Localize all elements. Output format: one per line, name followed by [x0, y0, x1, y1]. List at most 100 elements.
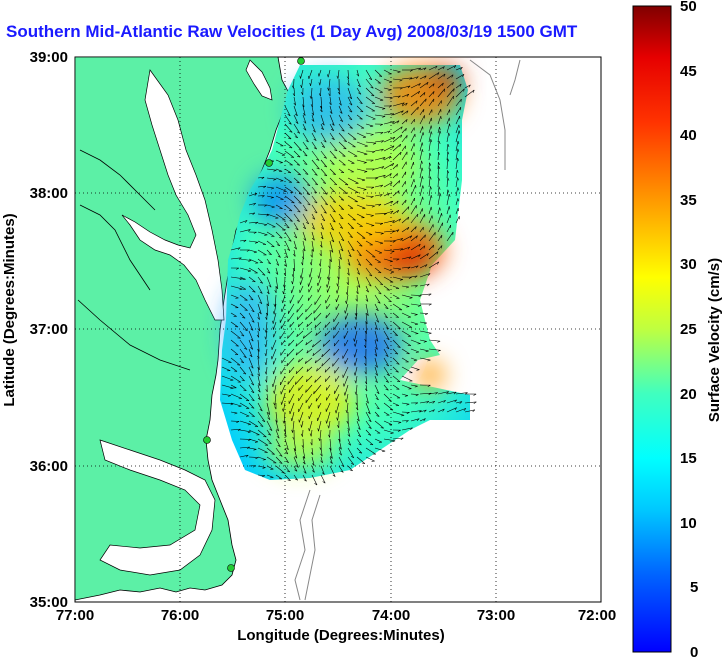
- velocity-arrow-head: [437, 350, 441, 352]
- velocity-arrow-head: [400, 437, 404, 440]
- velocity-arrow: [410, 294, 422, 296]
- velocity-arrow-head: [333, 183, 337, 186]
- velocity-arrow: [401, 420, 409, 422]
- velocity-arrow-head: [430, 195, 433, 199]
- velocity-arrow-head: [415, 394, 419, 397]
- velocity-arrow-head: [426, 401, 430, 404]
- velocity-arrow: [305, 393, 313, 403]
- velocity-arrow: [295, 375, 304, 385]
- velocity-arrow: [347, 105, 353, 113]
- velocity-arrow: [326, 276, 331, 288]
- velocity-arrow: [289, 321, 295, 328]
- velocity-arrow-head: [254, 193, 258, 196]
- velocity-arrow-head: [294, 113, 298, 117]
- velocity-arrow: [275, 447, 283, 457]
- velocity-arrow: [365, 69, 373, 80]
- velocity-arrow-head: [272, 320, 274, 324]
- velocity-arrow-head: [327, 74, 329, 78]
- velocity-arrow-head: [288, 369, 291, 373]
- velocity-arrow-head: [425, 350, 429, 352]
- velocity-arrow: [329, 222, 334, 231]
- velocity-arrow: [312, 348, 322, 357]
- velocity-arrow: [342, 366, 349, 378]
- velocity-arrow: [365, 195, 374, 197]
- velocity-arrow-head: [439, 130, 442, 134]
- velocity-arrow-head: [316, 158, 320, 161]
- velocity-arrow: [419, 160, 422, 170]
- velocity-arrow: [383, 121, 395, 125]
- velocity-arrow: [437, 73, 446, 80]
- velocity-arrow-head: [400, 134, 403, 138]
- velocity-arrow: [239, 357, 245, 364]
- velocity-arrow: [320, 159, 328, 168]
- velocity-arrow: [392, 120, 400, 125]
- velocity-arrow: [266, 204, 275, 208]
- velocity-arrow: [401, 216, 409, 224]
- velocity-arrow-head: [313, 130, 316, 133]
- velocity-arrow-head: [356, 418, 360, 422]
- velocity-arrow-head: [347, 263, 351, 266]
- velocity-arrow-head: [297, 210, 301, 213]
- velocity-arrow: [356, 177, 366, 181]
- velocity-arrow-head: [386, 374, 390, 376]
- velocity-arrow: [374, 303, 379, 311]
- velocity-arrow-head: [426, 283, 430, 287]
- velocity-arrow: [401, 375, 413, 382]
- velocity-arrow: [374, 184, 383, 188]
- velocity-vectors: [221, 65, 477, 486]
- velocity-arrow: [289, 402, 295, 415]
- velocity-arrow-head: [332, 220, 336, 223]
- velocity-arrow: [344, 357, 349, 364]
- velocity-arrow-head: [261, 475, 266, 478]
- velocity-arrow-head: [424, 313, 428, 316]
- velocity-arrow-head: [279, 237, 283, 239]
- velocity-arrow: [374, 375, 378, 383]
- velocity-arrow-head: [397, 346, 401, 348]
- x-axis-label: Longitude (Degrees:Minutes): [237, 627, 445, 644]
- velocity-arrow-head: [323, 174, 328, 177]
- velocity-arrow-head: [301, 92, 304, 96]
- velocity-arrow: [311, 186, 318, 194]
- velocity-arrow-head: [397, 429, 401, 432]
- velocity-arrow: [374, 105, 386, 109]
- velocity-arrow: [437, 130, 441, 143]
- velocity-arrow: [383, 348, 389, 357]
- velocity-arrow-head: [257, 397, 261, 401]
- velocity-arrow-head: [340, 199, 344, 201]
- velocity-arrow-head: [378, 292, 382, 295]
- velocity-arrow: [332, 357, 340, 367]
- velocity-arrow: [347, 222, 354, 229]
- velocity-arrow: [311, 447, 314, 455]
- velocity-arrow-head: [340, 470, 344, 473]
- velocity-arrow-head: [358, 434, 361, 438]
- velocity-arrow-head: [385, 380, 389, 383]
- velocity-arrow-head: [321, 472, 325, 475]
- velocity-arrow-head: [298, 323, 300, 327]
- velocity-arrow: [392, 330, 398, 336]
- velocity-arrow: [338, 132, 347, 142]
- velocity-arrow: [221, 393, 231, 396]
- velocity-arrow-head: [418, 67, 421, 71]
- velocity-arrow: [419, 142, 423, 152]
- velocity-arrow: [302, 114, 307, 124]
- velocity-arrow-head: [447, 151, 450, 155]
- velocity-arrow-head: [324, 324, 326, 328]
- velocity-arrow: [257, 185, 266, 188]
- velocity-arrow-head: [425, 98, 427, 102]
- velocity-arrow: [401, 393, 408, 396]
- velocity-arrow-head: [296, 164, 300, 166]
- velocity-arrow: [356, 411, 360, 422]
- velocity-arrow-head: [271, 453, 275, 455]
- velocity-arrow-head: [383, 213, 387, 216]
- velocity-arrow-head: [362, 179, 366, 182]
- velocity-arrow: [455, 130, 460, 143]
- velocity-arrow: [230, 303, 239, 308]
- velocity-arrow-head: [357, 272, 360, 275]
- velocity-arrow-head: [313, 391, 315, 395]
- velocity-arrow-head: [377, 301, 381, 304]
- velocity-arrow: [275, 276, 279, 289]
- velocity-arrow: [338, 123, 345, 132]
- velocity-arrow: [354, 357, 358, 366]
- velocity-arrow-head: [331, 239, 335, 243]
- velocity-arrow: [320, 87, 322, 97]
